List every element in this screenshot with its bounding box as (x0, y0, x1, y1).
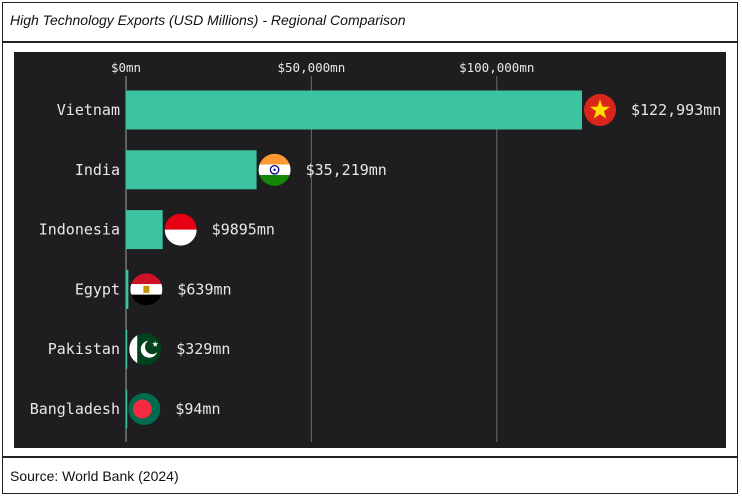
bar-chart: $0mn $50,000mn $100,000mn Vietnam $122,993mn… (30, 60, 721, 442)
category-label: Vietnam (57, 101, 120, 119)
category-label: Indonesia (39, 221, 120, 239)
india-flag-icon (258, 153, 291, 186)
category-label: Bangladesh (30, 400, 120, 418)
bar-bangladesh (126, 389, 128, 429)
figure-title: High Technology Exports (USD Millions) -… (10, 12, 406, 28)
bar-indonesia (126, 210, 163, 250)
value-label: $94mn (175, 400, 220, 418)
bar-india (126, 150, 257, 190)
tick-label: $100,000mn (459, 60, 534, 75)
value-label: $122,993mn (631, 101, 721, 119)
value-label: $639mn (177, 280, 231, 298)
source-note: Source: World Bank (2024) (10, 468, 179, 484)
bar-egypt (126, 269, 129, 309)
vietnam-flag-icon (584, 94, 616, 126)
chart-panel: $0mn $50,000mn $100,000mn Vietnam $122,993mn… (14, 52, 726, 448)
bar-vietnam (126, 90, 582, 130)
category-label: India (75, 161, 120, 179)
category-label: Egypt (75, 280, 120, 298)
indonesia-flag-icon (164, 213, 197, 246)
egypt-flag-icon (130, 273, 163, 306)
bangladesh-flag-icon (128, 393, 161, 425)
title-divider (2, 41, 738, 43)
value-label: $35,219mn (306, 161, 387, 179)
category-label: Pakistan (48, 340, 120, 358)
pakistan-flag-icon (129, 333, 162, 366)
bar-pakistan (126, 329, 128, 369)
value-label: $9895mn (212, 221, 275, 239)
tick-label: $50,000mn (278, 60, 346, 75)
source-divider (2, 456, 738, 458)
tick-label: $0mn (111, 60, 141, 75)
value-label: $329mn (176, 340, 230, 358)
